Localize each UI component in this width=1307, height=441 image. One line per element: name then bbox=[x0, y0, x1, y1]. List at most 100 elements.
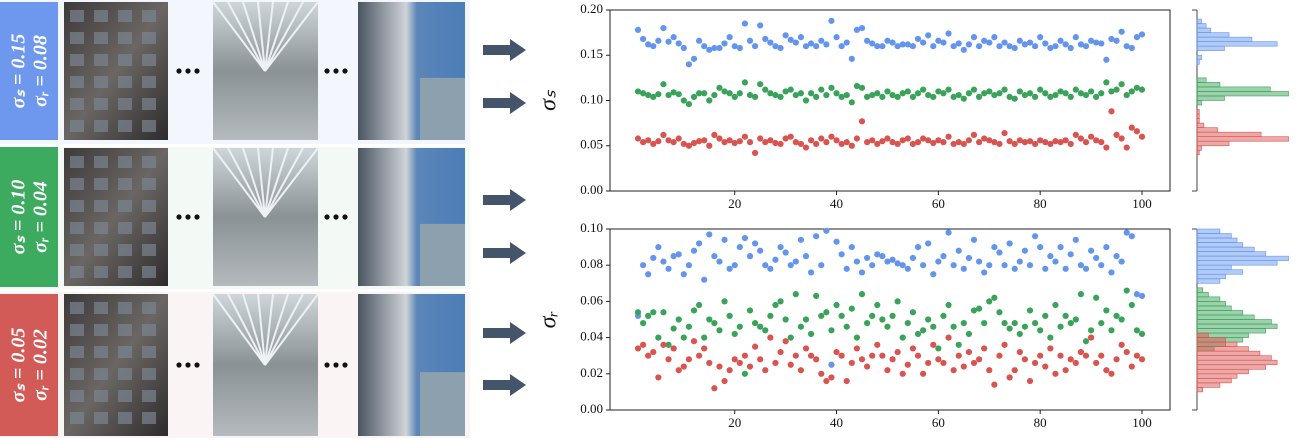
photo-detail bbox=[118, 10, 132, 22]
point bbox=[1016, 137, 1023, 144]
ellipsis-dot bbox=[194, 362, 200, 368]
point bbox=[1026, 377, 1034, 385]
point bbox=[802, 316, 810, 323]
point bbox=[1082, 265, 1090, 272]
point bbox=[772, 139, 779, 147]
point bbox=[863, 254, 871, 262]
point bbox=[726, 137, 733, 144]
hist-bar bbox=[1196, 82, 1221, 88]
point bbox=[955, 40, 962, 47]
point bbox=[1047, 253, 1054, 260]
point bbox=[757, 323, 764, 330]
point bbox=[680, 271, 687, 278]
point bbox=[986, 137, 993, 144]
point bbox=[1123, 348, 1130, 356]
hist-bar bbox=[1196, 269, 1244, 275]
point bbox=[1031, 93, 1039, 100]
point bbox=[634, 309, 642, 316]
point bbox=[930, 139, 937, 147]
hist-bar bbox=[1196, 237, 1238, 243]
point bbox=[914, 139, 922, 146]
hist-bar bbox=[1196, 145, 1202, 151]
point bbox=[899, 90, 906, 97]
point bbox=[1138, 86, 1146, 93]
photo-detail bbox=[70, 120, 84, 132]
hist-bar bbox=[1196, 77, 1207, 83]
point bbox=[650, 348, 657, 356]
point bbox=[945, 334, 952, 341]
sigma-r-label: σᵣ = 0.02 bbox=[30, 329, 52, 401]
point bbox=[1016, 88, 1023, 95]
point bbox=[660, 309, 667, 316]
photo-detail bbox=[142, 32, 156, 44]
point bbox=[1062, 90, 1069, 97]
point bbox=[701, 345, 708, 352]
plot-frame bbox=[609, 9, 1171, 192]
photo-detail bbox=[70, 346, 84, 358]
point bbox=[680, 44, 687, 52]
point bbox=[1093, 137, 1100, 144]
hist-bar bbox=[1196, 228, 1221, 234]
photo-detail bbox=[420, 223, 465, 286]
point bbox=[690, 55, 698, 62]
point bbox=[1001, 86, 1008, 93]
point bbox=[777, 348, 784, 356]
point bbox=[1103, 79, 1110, 86]
hist-bar bbox=[1196, 332, 1209, 338]
x-tick-label: 40 bbox=[830, 196, 843, 211]
hist-bar bbox=[1196, 59, 1200, 65]
hist-bar bbox=[1196, 149, 1200, 156]
point bbox=[940, 359, 947, 367]
photo-detail bbox=[420, 77, 465, 140]
point bbox=[1123, 229, 1130, 236]
point bbox=[746, 253, 754, 260]
hist-bar bbox=[1196, 301, 1226, 307]
point bbox=[863, 320, 871, 327]
point bbox=[813, 93, 820, 100]
point bbox=[634, 345, 642, 352]
point bbox=[975, 43, 983, 50]
photo-detail bbox=[94, 98, 108, 110]
hist-bar bbox=[1196, 27, 1212, 33]
point bbox=[833, 34, 840, 41]
point bbox=[1011, 265, 1018, 272]
hist-bar bbox=[1196, 242, 1244, 248]
point bbox=[1057, 37, 1064, 44]
point bbox=[731, 262, 738, 269]
point bbox=[1037, 327, 1044, 334]
point bbox=[655, 244, 662, 251]
point bbox=[645, 91, 652, 99]
point bbox=[675, 367, 682, 374]
point bbox=[965, 137, 973, 144]
point bbox=[772, 91, 779, 99]
point bbox=[746, 37, 754, 44]
hist-bar bbox=[1196, 296, 1221, 302]
photo-detail bbox=[118, 32, 132, 44]
point bbox=[792, 291, 799, 298]
point bbox=[1021, 91, 1029, 99]
point bbox=[909, 309, 917, 316]
point bbox=[879, 253, 886, 260]
point bbox=[858, 291, 866, 298]
point bbox=[899, 334, 906, 341]
point bbox=[1062, 265, 1069, 272]
point bbox=[670, 253, 677, 260]
point bbox=[665, 341, 672, 348]
point bbox=[639, 341, 647, 348]
point bbox=[986, 367, 993, 374]
point bbox=[879, 43, 886, 50]
point bbox=[792, 39, 799, 46]
photo-detail bbox=[94, 10, 108, 22]
point bbox=[690, 93, 698, 100]
point bbox=[690, 247, 698, 254]
point bbox=[711, 320, 718, 327]
point bbox=[731, 93, 738, 100]
point bbox=[1052, 301, 1059, 309]
point bbox=[884, 258, 891, 265]
point bbox=[1042, 139, 1049, 146]
hist-bar bbox=[1196, 382, 1221, 388]
point bbox=[945, 133, 952, 140]
point bbox=[645, 312, 652, 319]
point bbox=[935, 356, 942, 363]
point bbox=[1042, 363, 1049, 370]
